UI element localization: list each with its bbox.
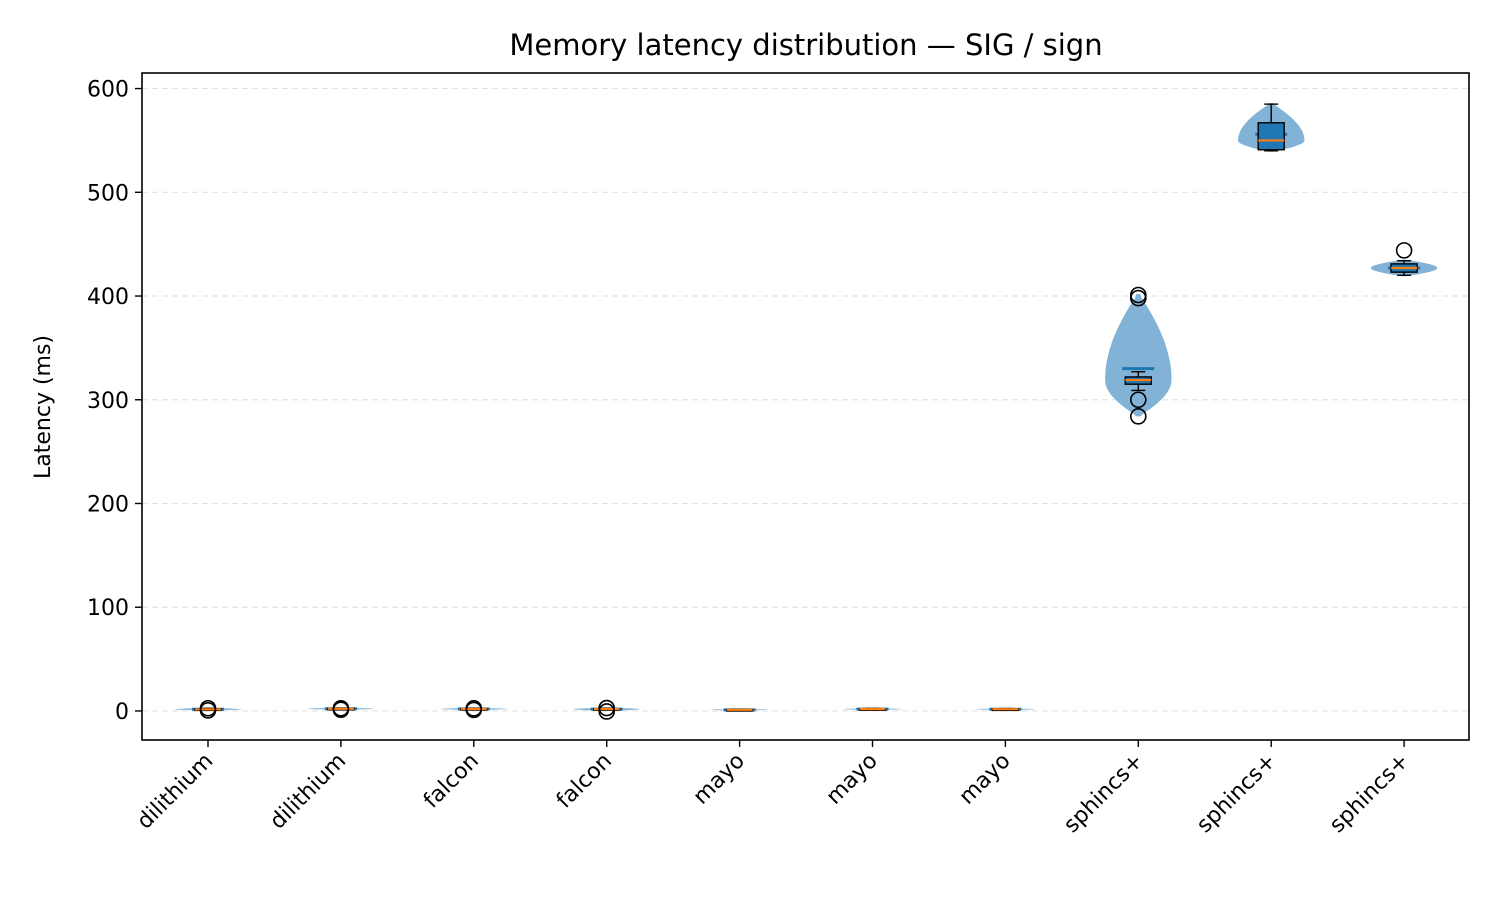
y-tick-label: 600 <box>87 78 129 103</box>
y-axis-ticks: 0 100 200 300 400 500 600 <box>87 78 142 725</box>
y-tick-label: 300 <box>87 389 129 414</box>
distribution-6 <box>976 707 1035 712</box>
y-tick-label: 400 <box>87 285 129 310</box>
outlier-point <box>465 700 483 717</box>
outlier-point <box>332 699 350 717</box>
distribution-4 <box>710 708 769 712</box>
y-tick-label: 200 <box>87 492 129 517</box>
grid-lines <box>142 87 1469 712</box>
plot-marks <box>174 103 1438 720</box>
distribution-9 <box>1370 242 1438 277</box>
distribution-0 <box>174 699 242 719</box>
outlier-point <box>1130 286 1147 304</box>
y-axis-label: Latency (ms) <box>31 335 56 479</box>
distribution-8 <box>1238 103 1305 152</box>
distribution-5 <box>843 707 902 711</box>
distribution-1 <box>307 699 375 719</box>
distribution-7 <box>1105 286 1172 425</box>
outlier-point <box>1130 391 1147 409</box>
violin-body <box>1105 294 1172 417</box>
distribution-2 <box>440 700 507 719</box>
outlier-point <box>598 699 616 717</box>
distribution-3 <box>573 699 640 720</box>
outlier-point <box>1130 408 1147 425</box>
outlier-point <box>199 699 217 717</box>
y-tick-label: 500 <box>87 181 129 206</box>
iqr-box <box>1257 122 1285 151</box>
plot-frame <box>141 72 1470 741</box>
chart-title: Memory latency distribution — SIG / sign <box>509 28 1102 62</box>
y-tick-label: 0 <box>115 700 129 725</box>
y-tick-label: 100 <box>87 596 129 621</box>
outlier-point <box>1395 242 1413 259</box>
